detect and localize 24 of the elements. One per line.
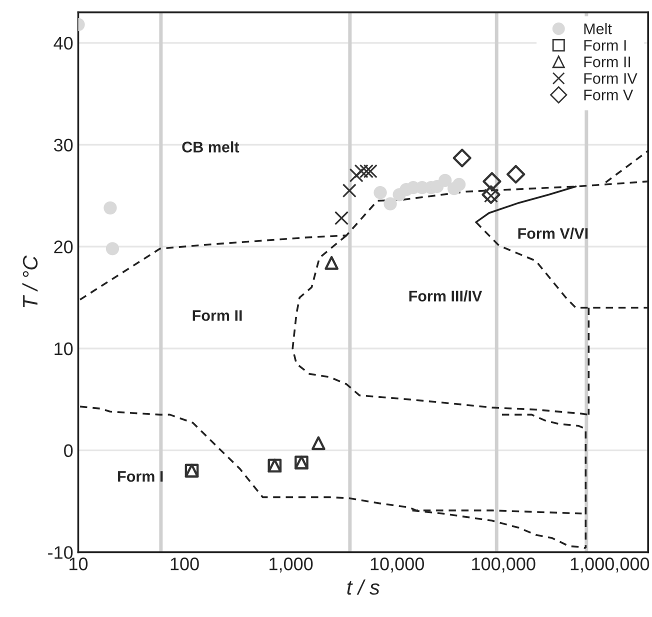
legend-label: Form IV — [584, 73, 638, 84]
legend-label: Form I — [584, 40, 626, 51]
annotation: Form III/IV — [409, 290, 482, 302]
x-tick-label: 10,000 — [370, 558, 424, 572]
x-tick-label: 10 — [70, 558, 88, 570]
x-axis-title: t / s — [347, 579, 380, 595]
x-tick-label: 100 — [170, 558, 199, 570]
x-tick-label: 100,000 — [472, 558, 536, 572]
y-tick-label: 10 — [54, 342, 73, 356]
y-axis-title: T / °C — [22, 255, 38, 308]
legend-label: Melt — [584, 23, 612, 34]
y-tick-label: 0 — [64, 444, 73, 458]
annotation: Form II — [192, 310, 242, 321]
legend-label: Form V — [584, 90, 634, 100]
x-tick-label: 1,000 — [270, 558, 313, 572]
y-tick-label: 40 — [54, 36, 73, 50]
y-tick-label: 20 — [54, 240, 73, 254]
annotation: CB melt — [182, 141, 240, 152]
y-tick-label: 30 — [54, 138, 73, 152]
y-tick-label: -10 — [48, 546, 73, 559]
x-tick-label: 1,000,000 — [570, 558, 650, 572]
annotation: Form V/VI — [518, 228, 588, 240]
legend-label: Form II — [584, 56, 630, 68]
annotation: Form I — [118, 471, 163, 482]
